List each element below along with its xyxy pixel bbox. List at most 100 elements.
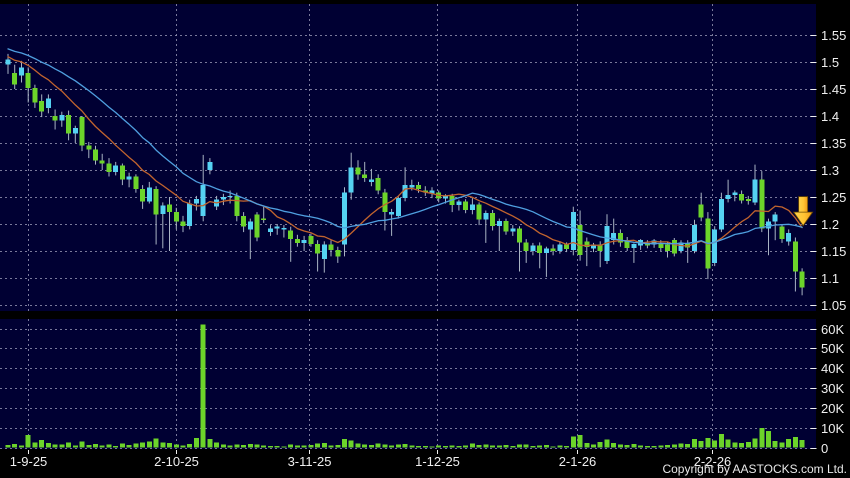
candle-down [180,221,186,227]
volume-bar [66,442,72,448]
candle-up [227,195,233,198]
candle-down [241,215,247,227]
candle-down [25,72,31,88]
volume-bar [517,444,522,448]
candle-down [308,235,314,244]
volume-bar [557,445,563,448]
volume-bar [241,444,247,448]
volume-bar [106,444,112,448]
candle-down [335,249,341,257]
candle-down [584,241,590,248]
volume-bar [443,446,448,448]
volume-bar [416,446,421,448]
candle-up [187,203,193,227]
volume-bar [766,431,771,448]
volume-bar [456,445,462,448]
volume-bar [119,443,125,448]
volume-bar [220,444,226,448]
candle-down [597,244,603,251]
date-axis-label: 2-2-26 [694,454,732,469]
volume-bar [658,445,664,448]
candle-up [766,221,771,229]
candle-down [39,100,45,112]
volume-bar [395,444,401,448]
candle-up [510,228,516,232]
volume-bar [308,445,314,448]
candle-down [288,230,294,240]
chart-panels[interactable] [0,4,816,449]
volume-bar [436,445,442,448]
candle-down [537,245,543,254]
volume-bar [328,445,334,448]
date-axis-label: 2-1-26 [559,454,597,469]
candle-down [799,271,805,288]
volume-bar [254,444,260,448]
candle-up [469,204,475,210]
volume-bar [126,445,132,448]
candle-down [476,204,482,220]
candle-down [52,116,58,121]
volume-bar [294,445,300,448]
candle-up [772,214,778,222]
candle-down [671,240,677,254]
volume-panel[interactable] [0,319,816,449]
volume-bar [490,445,496,448]
volume-bar [483,444,489,448]
candle-down [234,195,240,216]
candle-down [382,192,388,213]
candle-up [368,179,374,182]
volume-bar [772,440,778,448]
candle-up [321,244,327,260]
candle-up [274,226,280,229]
volume-bar [604,439,610,448]
ma20-line [7,48,803,245]
candle-down [624,240,630,248]
copyright-text: Copyright by AASTOCKS.com Ltd. [662,462,847,476]
volume-bar [173,444,179,448]
moving-average-lines [7,48,803,247]
volume-bar [39,440,45,448]
volume-bar [725,439,731,448]
candle-up [45,98,51,108]
candle-down [119,165,125,180]
volume-axis-label: 20K [821,401,844,416]
volume-bar [705,438,711,448]
candle-up [591,244,596,249]
volume-bar [476,444,482,448]
volume-bar [678,443,684,448]
date-axis-label: 3-11-25 [288,454,332,469]
volume-bar [5,445,11,448]
volume-bar [72,445,78,448]
price-axis-label: 1.55 [821,28,846,43]
candle-down [463,201,469,210]
price-axis-label: 1.2 [821,217,839,232]
candle-up [752,179,758,203]
price-panel[interactable] [0,4,816,311]
candle-up [247,221,253,230]
volume-series [5,324,805,448]
date-axis-label: 1-9-25 [10,454,48,469]
candle-down [792,241,798,272]
volume-bar [375,443,381,448]
candle-up [113,165,119,173]
volume-bar [368,445,374,448]
volume-bar [523,444,529,448]
volume-bar [631,444,637,448]
candle-up [268,228,273,233]
candle-up [678,242,684,251]
candle-up [557,244,563,251]
volume-bar [227,445,233,448]
candle-down [362,174,368,179]
volume-axis-label: 10K [821,421,844,436]
volume-bar [25,435,31,448]
volume-bar [530,445,536,448]
candle-down [779,226,785,240]
price-axis-label: 1.4 [821,109,839,124]
volume-bar [543,444,549,448]
candle-down [739,193,745,201]
volume-bar [355,443,361,448]
price-axis-label: 1.15 [821,244,846,259]
candle-up [126,176,132,180]
candle-down [93,149,98,161]
